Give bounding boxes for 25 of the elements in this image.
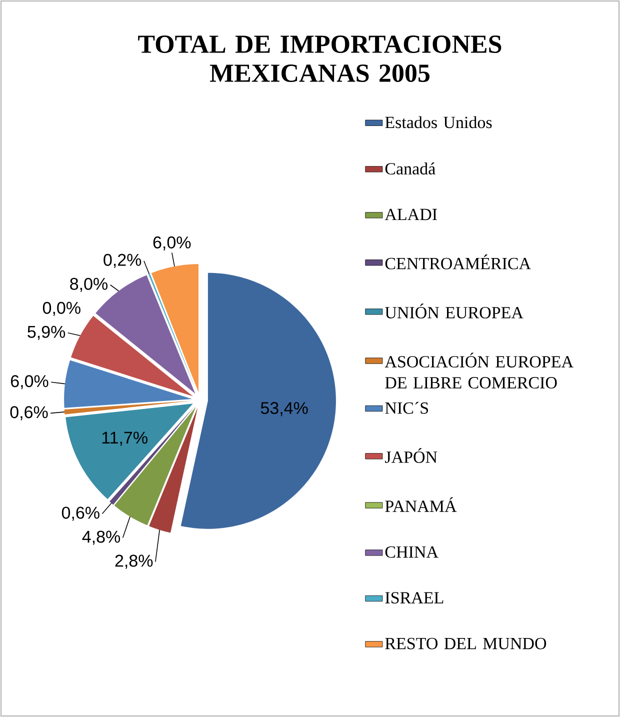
legend-label: Canadá	[385, 162, 436, 174]
legend-label: ISRAEL	[385, 592, 444, 604]
legend-label: ALADI	[384, 208, 437, 220]
text: 0,0%	[42, 302, 80, 316]
chart-title: TOTAL DE IMPORTACIONES MEXICANAS 2005	[138, 36, 502, 82]
data-label: 53,4%	[260, 402, 308, 416]
data-label: 6,0%	[10, 375, 48, 390]
legend-label: CENTROAMÉRICA	[385, 254, 531, 270]
legend-label: Estados Unidos	[385, 116, 492, 128]
legend-label: NIC´S	[385, 402, 428, 414]
data-label: 11,7%	[102, 432, 148, 446]
legend-label: RESTO DEL MUNDO	[385, 638, 546, 650]
data-label: 4,8%	[82, 530, 120, 545]
legend-label: ASOCIACIÓN EUROPEA DE LIBRE COMERCIO	[384, 352, 574, 388]
data-label: 2,8%	[115, 554, 153, 569]
data-label: 5,9%	[28, 326, 66, 340]
data-label: 0,2%	[104, 254, 142, 268]
legend-label: PANAMÁ	[385, 497, 457, 512]
data-label: 8,0%	[70, 278, 108, 292]
data-label: 0,6%	[62, 506, 100, 521]
data-label: 0,6%	[10, 406, 48, 420]
legend-label: CHINA	[385, 546, 438, 558]
data-label: 6,0%	[153, 236, 191, 250]
legend-label: UNIÓN EUROPEA	[385, 304, 524, 318]
legend-label: JAPÓN	[385, 448, 438, 463]
